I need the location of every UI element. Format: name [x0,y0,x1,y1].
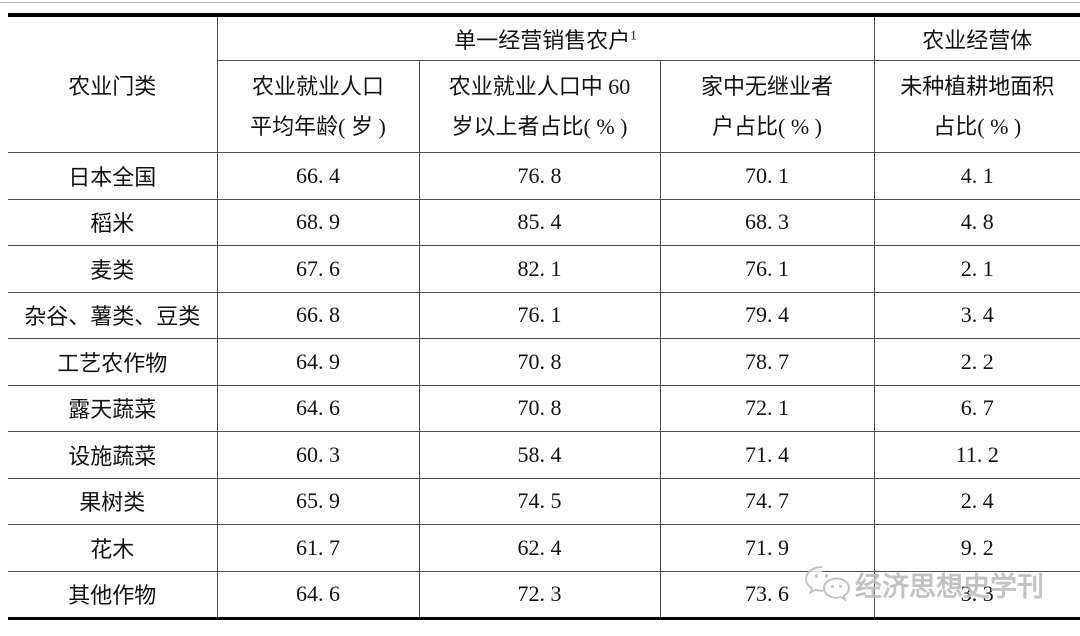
cell-value: 76. 8 [418,152,660,199]
header-line: 农业就业人口中 60 [448,73,631,99]
cell-value: 70. 1 [659,152,874,199]
cell-value: 6. 7 [873,384,1080,432]
cell-value: 60. 3 [216,431,419,478]
table-row: 稻米 68. 9 85. 4 68. 3 4. 8 [8,198,1080,246]
header-avg-age: 农业就业人口 平均年龄( 岁 ) [216,60,419,153]
cell-value: 71. 9 [659,524,874,571]
cell-value: 2. 1 [873,245,1080,292]
header-line: 岁以上者占比( % ) [451,113,628,139]
row-category: 露天蔬菜 [8,384,217,432]
row-category: 果树类 [8,477,217,525]
row-category: 设施蔬菜 [8,431,217,478]
cell-value: 67. 6 [216,245,419,292]
cell-value: 66. 4 [216,152,419,199]
sub-header-row: 农业就业人口 平均年龄( 岁 ) 农业就业人口中 60 岁以上者占比( % ) … [8,60,1080,153]
cell-value: 4. 8 [873,198,1080,246]
group-header-row: 农业门类 单一经营销售农户1 农业经营体 [8,15,1080,99]
header-line: 平均年龄( 岁 ) [250,113,386,139]
cell-value: 65. 9 [216,477,419,525]
cell-value: 11. 2 [873,431,1080,478]
cell-value: 78. 7 [659,338,874,385]
header-group-single-sales-farm: 单一经营销售农户1 [216,15,874,61]
cell-value: 2. 2 [873,338,1080,385]
cell-value: 79. 4 [659,291,874,339]
cell-value: 85. 4 [418,198,660,246]
row-category: 稻米 [8,198,217,246]
cell-value: 70. 8 [418,338,660,385]
table-row: 工艺农作物 64. 9 70. 8 78. 7 2. 2 [8,338,1080,385]
cell-value: 2. 4 [873,477,1080,525]
header-line: 占比( % ) [933,113,1022,139]
cell-value: 58. 4 [418,431,660,478]
cell-value: 70. 8 [418,384,660,432]
header-line: 未种植耕地面积 [900,73,1055,99]
cell-value: 71. 4 [659,431,874,478]
cell-value: 68. 9 [216,198,419,246]
cell-value: 82. 1 [418,245,660,292]
cell-value: 3. 4 [873,291,1080,339]
group-label: 单一经营销售农户 [454,27,631,53]
statistics-table: 农业门类 单一经营销售农户1 农业经营体 农业就业人口 平均年龄( 岁 ) 农业… [8,13,1080,620]
cell-value: 64. 6 [216,570,419,619]
header-category: 农业门类 [68,73,157,99]
table-row: 日本全国 66. 4 76. 8 70. 1 4. 1 [8,152,1080,199]
table-row: 果树类 65. 9 74. 5 74. 7 2. 4 [8,477,1080,525]
row-category: 花木 [8,524,217,571]
table-row: 其他作物 64. 6 72. 3 73. 6 3. 3 [8,570,1080,619]
table-row: 杂谷、薯类、豆类 66. 8 76. 1 79. 4 3. 4 [8,291,1080,339]
header-line: 户占比( % ) [712,113,822,139]
group-label: 农业经营体 [922,27,1033,53]
table-header: 农业门类 单一经营销售农户1 农业经营体 农业就业人口 平均年龄( 岁 ) 农业… [8,15,1080,153]
cell-value: 64. 6 [216,384,419,432]
cell-value: 73. 6 [659,570,874,619]
cell-value: 72. 1 [659,384,874,432]
table-row: 露天蔬菜 64. 6 70. 8 72. 1 6. 7 [8,384,1080,432]
table-row: 花木 61. 7 62. 4 71. 9 9. 2 [8,524,1080,571]
table-row: 麦类 67. 6 82. 1 76. 1 2. 1 [8,245,1080,292]
footnote-marker: 1 [630,27,637,43]
cell-value: 72. 3 [418,570,660,619]
header-no-successor-share: 家中无继业者 户占比( % ) [659,60,874,153]
row-category: 杂谷、薯类、豆类 [8,291,217,339]
cell-value: 74. 7 [659,477,874,525]
cell-value: 74. 5 [418,477,660,525]
table-row: 设施蔬菜 60. 3 58. 4 71. 4 11. 2 [8,431,1080,478]
header-line: 家中无继业者 [700,73,833,99]
row-category: 日本全国 [8,152,217,199]
cell-value: 76. 1 [418,291,660,339]
cell-value: 66. 8 [216,291,419,339]
cell-value: 64. 9 [216,338,419,385]
cell-value: 62. 4 [418,524,660,571]
row-category: 麦类 [8,245,217,292]
header-uncultivated-land-share: 未种植耕地面积 占比( % ) [873,60,1080,153]
row-category: 工艺农作物 [8,338,217,385]
cell-value: 4. 1 [873,152,1080,199]
header-line: 农业就业人口 [251,73,384,99]
cell-value: 76. 1 [659,245,874,292]
cell-value: 68. 3 [659,198,874,246]
cell-value: 9. 2 [873,524,1080,571]
header-group-agri-entity: 农业经营体 [873,15,1080,61]
cell-value: 61. 7 [216,524,419,571]
top-edge-artifact-line [0,2,1080,3]
row-category: 其他作物 [8,570,217,619]
table-body: 日本全国 66. 4 76. 8 70. 1 4. 1 稻米 68. 9 85. 4 68. 3… [8,152,1080,619]
cell-value: 3. 3 [873,570,1080,619]
header-over60-share: 农业就业人口中 60 岁以上者占比( % ) [418,60,660,153]
